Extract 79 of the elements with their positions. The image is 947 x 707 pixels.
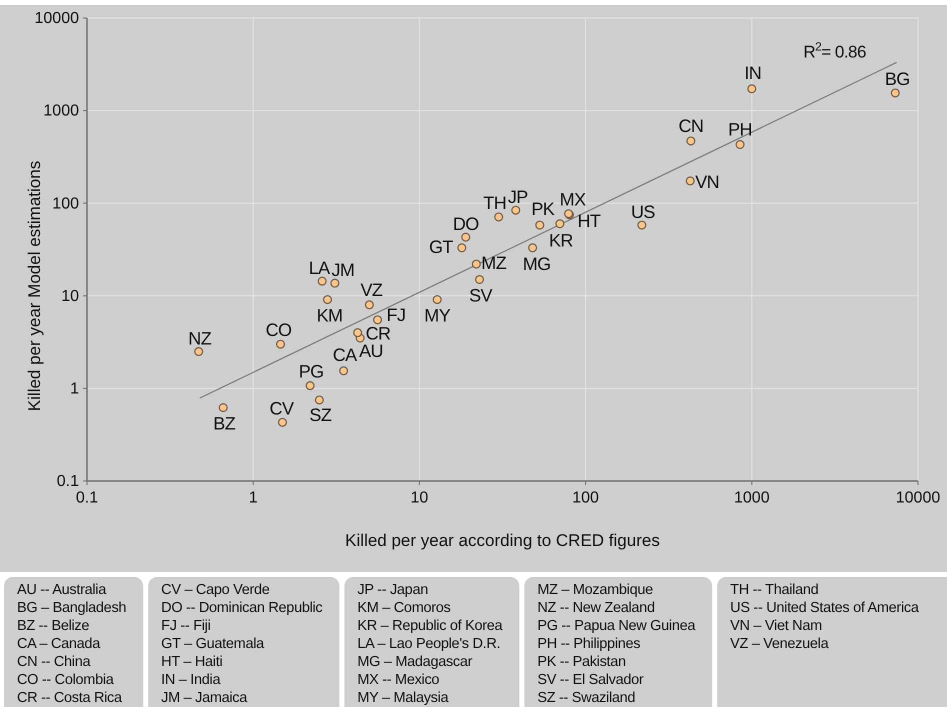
text: BZ -- Belize	[17, 618, 90, 634]
series-label: IN	[744, 62, 762, 83]
text: SZ -- Swaziland	[537, 690, 636, 706]
text: MZ – Mozambique	[537, 582, 654, 598]
series-label: SZ	[309, 404, 332, 425]
text: JP -- Japan	[357, 582, 428, 598]
y-tick-label: 10000	[34, 10, 80, 28]
x-axis-title: Killed per year according to CRED figures	[345, 531, 660, 550]
x-tick-label: 10	[410, 489, 428, 506]
series-label: CR	[366, 324, 392, 344]
text: LA – Lao People's D.R.	[357, 636, 500, 652]
series-label: AU	[359, 341, 383, 362]
text: SV -- El Salvador	[537, 672, 644, 688]
text: PG -- Papua New Guinea	[537, 618, 696, 634]
text: VZ – Venezuela	[730, 636, 830, 652]
text: TH -- Thailand	[730, 582, 819, 598]
text: FJ -- Fiji	[161, 618, 211, 634]
x-tick-label: 10000	[896, 489, 940, 506]
text: PK -- Pakistan	[537, 654, 626, 670]
series-label: PK	[531, 199, 555, 220]
y-tick-label: 100	[52, 195, 80, 212]
text: GT – Guatemala	[161, 636, 266, 652]
x-tick-label: 0.1	[76, 489, 98, 506]
series-label: LA	[308, 258, 330, 278]
series-label: CO	[266, 320, 292, 340]
text: CR -- Costa Rica	[17, 690, 124, 706]
series-label: GT	[429, 236, 454, 257]
x-tick-label: 1	[248, 489, 258, 506]
x-tick-label: 100	[572, 489, 600, 506]
series-label: NZ	[188, 328, 212, 349]
text: HT – Haiti	[161, 654, 222, 670]
series-label: PG	[298, 362, 324, 382]
y-tick-label: 0.1	[56, 473, 80, 490]
text: NZ -- New Zealand	[537, 600, 655, 616]
text: PH -- Philippines	[537, 636, 640, 652]
text: US -- United States of America	[730, 600, 920, 616]
text: IN – India	[161, 672, 222, 688]
annotation: R$^{2}$= 0.86	[803, 40, 866, 62]
text: JM – Jamaica	[161, 690, 248, 706]
y-tick-label: 1	[70, 380, 80, 398]
series-label: VN	[695, 172, 720, 192]
series-label: TH	[483, 192, 506, 213]
text: KM – Comoros	[357, 600, 451, 616]
x-tick-label: 1000	[734, 489, 770, 506]
text: CV – Capo Verde	[161, 582, 270, 598]
text: CN -- China	[17, 654, 92, 670]
text: AU -- Australia	[17, 582, 108, 598]
series-label: MZ	[481, 253, 507, 274]
series-label: MY	[424, 306, 451, 326]
series-label: KR	[548, 230, 574, 251]
text: BG – Bangladesh	[17, 600, 126, 616]
series-label: CN	[678, 116, 704, 136]
series-label: FJ	[386, 304, 406, 325]
text: MY – Malaysia	[357, 690, 450, 706]
series-label: PH	[728, 120, 752, 140]
text: VN – Viet Nam	[730, 618, 822, 634]
text: MX -- Mexico	[357, 672, 440, 688]
y-tick-label: 1000	[43, 102, 80, 120]
text: DO -- Dominican Republic	[161, 600, 322, 616]
y-axis-title: Killed per year Model estimations	[25, 160, 44, 412]
series-label: KM	[316, 306, 342, 326]
series-label: HT	[577, 210, 601, 231]
text: CA – Canada	[17, 636, 102, 652]
text: KR – Republic of Korea	[357, 618, 504, 634]
text: MG – Madagascar	[357, 654, 473, 670]
series-label: MX	[560, 190, 586, 210]
series-label: JM	[331, 260, 354, 280]
series-label: US	[630, 202, 656, 222]
series-label: JP	[508, 187, 528, 208]
series-label: MG	[522, 254, 551, 274]
series-label: SV	[469, 285, 493, 306]
series-label: BG	[884, 68, 910, 89]
text: CO -- Colombia	[17, 672, 115, 688]
series-label: VZ	[360, 280, 383, 300]
series-label: CV	[270, 398, 294, 418]
series-label: DO	[452, 214, 480, 234]
series-label: BZ	[213, 414, 236, 434]
series-label: CA	[332, 344, 358, 365]
y-tick-label: 10	[61, 288, 80, 305]
